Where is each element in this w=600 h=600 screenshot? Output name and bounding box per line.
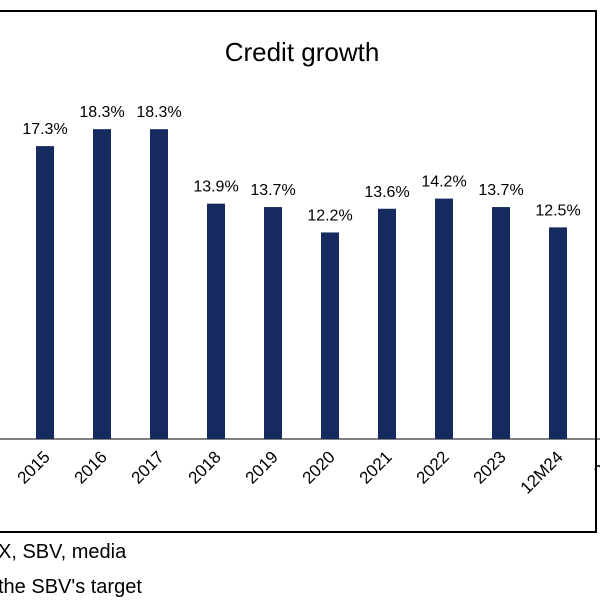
value-label-2016: 18.3% bbox=[79, 104, 124, 121]
bar-2018 bbox=[207, 203, 225, 439]
bar-2016 bbox=[93, 129, 111, 439]
bar-2017 bbox=[150, 129, 168, 439]
x-tick-label-2023: 2023 bbox=[470, 447, 510, 487]
source-note: X, SBV, media bbox=[0, 541, 127, 563]
value-label-2015: 17.3% bbox=[22, 121, 67, 138]
x-tick-label-12M24: 12M24 bbox=[517, 447, 567, 497]
x-tick-label-2017: 2017 bbox=[128, 447, 168, 487]
bar-12M24 bbox=[549, 227, 567, 439]
bar-2023 bbox=[492, 207, 510, 439]
bar-2021 bbox=[378, 208, 396, 439]
x-tick-label-2025: 202 bbox=[590, 447, 600, 480]
value-label-2023: 13.7% bbox=[478, 182, 523, 199]
x-tick-label-2015: 2015 bbox=[14, 447, 54, 487]
value-labels-group: %17.3%18.3%18.3%13.9%13.7%12.2%13.6%14.2… bbox=[22, 104, 580, 224]
value-label-2021: 13.6% bbox=[364, 184, 409, 201]
value-label-2017: 18.3% bbox=[136, 104, 181, 121]
value-label-2020: 12.2% bbox=[307, 207, 352, 224]
x-tick-label-2018: 2018 bbox=[185, 447, 225, 487]
x-tick-labels-group: 2015 2016 2017 2018 2019 2020 2021 2022 2023 12M2… bbox=[14, 447, 600, 497]
bar-2022 bbox=[435, 198, 453, 439]
x-tick-label-2021: 2021 bbox=[356, 447, 396, 487]
value-label-2019: 13.7% bbox=[250, 182, 295, 199]
x-tick-label-2020: 2020 bbox=[299, 447, 339, 487]
target-note: the SBV's target bbox=[0, 576, 142, 598]
bars-group bbox=[36, 129, 567, 439]
bar-2020 bbox=[321, 232, 339, 439]
x-tick-label-2022: 2022 bbox=[413, 447, 453, 487]
bar-2015 bbox=[36, 146, 54, 439]
chart-title: Credit growth bbox=[225, 37, 380, 67]
bar-2019 bbox=[264, 207, 282, 439]
value-label-2018: 13.9% bbox=[193, 179, 238, 196]
value-label-12M24: 12.5% bbox=[535, 202, 580, 219]
x-tick-label-2016: 2016 bbox=[71, 447, 111, 487]
x-tick-label-2019: 2019 bbox=[242, 447, 282, 487]
value-label-2022: 14.2% bbox=[421, 174, 466, 191]
